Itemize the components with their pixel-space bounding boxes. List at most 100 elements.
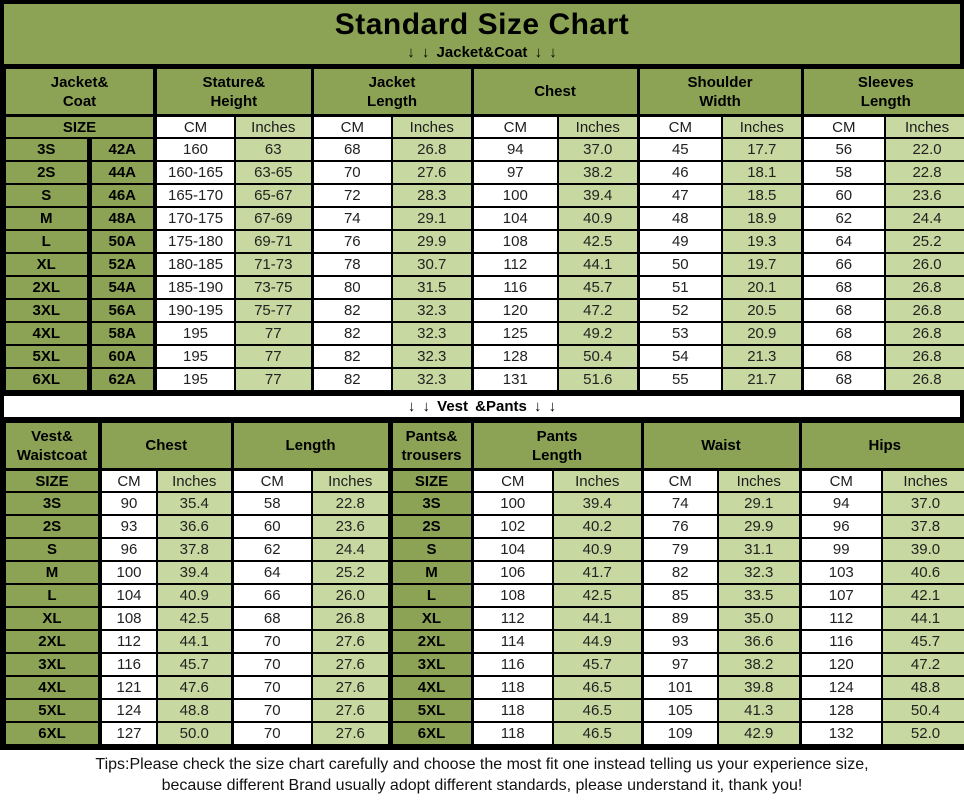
- size-cell: 3XL: [4, 652, 101, 677]
- value-cell: 38.2: [716, 652, 802, 677]
- value-cell: 100: [98, 560, 158, 585]
- value-cell: 68: [310, 137, 394, 162]
- value-cell: 127: [98, 721, 158, 746]
- size-cell: 4XL: [4, 321, 90, 346]
- value-cell: 45.7: [557, 275, 640, 300]
- value-cell: 175-180: [153, 229, 237, 254]
- size-cell: XL: [4, 252, 90, 277]
- value-cell: 80: [310, 275, 394, 300]
- size-cell: M: [387, 560, 473, 585]
- value-cell: 23.6: [311, 514, 391, 539]
- table-row: 3XL 56A 190-195 75-77 82 32.3 120 47.2 52 20.5 68 2…: [4, 298, 964, 323]
- size-cell: M: [4, 560, 101, 585]
- group-header-cell: Shoulder Width: [636, 67, 804, 117]
- table-row: L 104 40.9 66 26.0 L 108 42.5 85 33.5 107 42.1: [4, 583, 964, 608]
- value-cell: 112: [470, 606, 554, 631]
- size-cell: 54A: [86, 275, 157, 300]
- tips: Tips:Please check the size chart careful…: [0, 750, 964, 796]
- value-cell: 64: [800, 229, 887, 254]
- value-cell: 96: [98, 537, 158, 562]
- value-cell: 19.7: [721, 252, 804, 277]
- size-cell: XL: [4, 606, 101, 631]
- value-cell: 125: [470, 321, 560, 346]
- value-cell: 44.1: [557, 252, 640, 277]
- vest-pants-table: Vest& Waistcoat Chest Length Pants& trousers P…: [4, 421, 964, 746]
- value-cell: 44.1: [156, 629, 233, 654]
- value-cell: 44.1: [881, 606, 964, 631]
- subheader-cell: Inches: [884, 114, 964, 139]
- value-cell: 27.6: [311, 698, 391, 723]
- value-cell: 42.9: [716, 721, 802, 746]
- value-cell: 45.7: [881, 629, 964, 654]
- group-header-cell: Waist: [640, 421, 802, 471]
- value-cell: 54: [636, 344, 724, 369]
- value-cell: 22.0: [884, 137, 964, 162]
- value-cell: 32.3: [391, 367, 474, 392]
- value-cell: 128: [470, 344, 560, 369]
- value-cell: 82: [640, 560, 719, 585]
- value-cell: 120: [798, 652, 884, 677]
- value-cell: 24.4: [884, 206, 964, 231]
- group-header-cell: Vest& Waistcoat: [4, 421, 101, 471]
- table-row: 2S 93 36.6 60 23.6 2S 102 40.2 76 29.9 96 37.8: [4, 514, 964, 539]
- value-cell: 71-73: [234, 252, 314, 277]
- value-cell: 39.4: [156, 560, 233, 585]
- value-cell: 105: [640, 698, 719, 723]
- value-cell: 62: [800, 206, 887, 231]
- page-title: Standard Size Chart: [334, 8, 630, 41]
- value-cell: 132: [798, 721, 884, 746]
- value-cell: 26.8: [884, 367, 964, 392]
- value-cell: 67-69: [234, 206, 314, 231]
- value-cell: 25.2: [311, 560, 391, 585]
- value-cell: 31.1: [716, 537, 802, 562]
- table-row: 3S 42A 160 63 68 26.8 94 37.0 45 17.7 56 22.0: [4, 137, 964, 162]
- size-cell: 48A: [86, 206, 157, 231]
- value-cell: 21.3: [721, 344, 804, 369]
- value-cell: 44.9: [552, 629, 643, 654]
- value-cell: 66: [230, 583, 313, 608]
- value-cell: 70: [230, 629, 313, 654]
- value-cell: 29.9: [716, 514, 802, 539]
- value-cell: 103: [798, 560, 884, 585]
- size-cell: 2XL: [4, 629, 101, 654]
- table-row: 3XL 116 45.7 70 27.6 3XL 116 45.7 97 38.2 120 47.2: [4, 652, 964, 677]
- size-cell: 5XL: [387, 698, 473, 723]
- value-cell: 35.0: [716, 606, 802, 631]
- subheader-cell: SIZE: [387, 468, 473, 493]
- value-cell: 48: [636, 206, 724, 231]
- value-cell: 51: [636, 275, 724, 300]
- subheader-cell: CM: [640, 468, 719, 493]
- value-cell: 27.6: [311, 652, 391, 677]
- subheader-cell: CM: [230, 468, 313, 493]
- value-cell: 33.5: [716, 583, 802, 608]
- size-cell: 60A: [86, 344, 157, 369]
- value-cell: 45.7: [156, 652, 233, 677]
- value-cell: 63-65: [234, 160, 314, 185]
- value-cell: 99: [798, 537, 884, 562]
- value-cell: 27.6: [311, 629, 391, 654]
- value-cell: 118: [470, 721, 554, 746]
- jacket-coat-table: Jacket& Coat Stature& Height Jacket Length Che…: [3, 67, 964, 392]
- table-row: S 96 37.8 62 24.4 S 104 40.9 79 31.1 99 39.0: [4, 537, 964, 562]
- value-cell: 46.5: [552, 675, 643, 700]
- value-cell: 114: [470, 629, 554, 654]
- value-cell: 180-185: [153, 252, 237, 277]
- value-cell: 49.2: [557, 321, 640, 346]
- value-cell: 27.6: [311, 721, 391, 746]
- value-cell: 46.5: [552, 721, 643, 746]
- value-cell: 40.9: [156, 583, 233, 608]
- value-cell: 131: [470, 367, 560, 392]
- value-cell: 26.8: [311, 606, 391, 631]
- value-cell: 36.6: [156, 514, 233, 539]
- value-cell: 35.4: [156, 491, 233, 516]
- value-cell: 26.8: [884, 298, 964, 323]
- value-cell: 82: [310, 298, 394, 323]
- value-cell: 44.1: [552, 606, 643, 631]
- subheader-cell: Inches: [552, 468, 643, 493]
- size-cell: 3XL: [4, 298, 90, 323]
- size-cell: 44A: [86, 160, 157, 185]
- column-group-header-row: Vest& Waistcoat Chest Length Pants& trousers P…: [4, 421, 964, 471]
- value-cell: 96: [798, 514, 884, 539]
- size-cell: 6XL: [4, 367, 90, 392]
- table-row: 6XL 127 50.0 70 27.6 6XL 118 46.5 109 42.9 132 52.0: [4, 721, 964, 746]
